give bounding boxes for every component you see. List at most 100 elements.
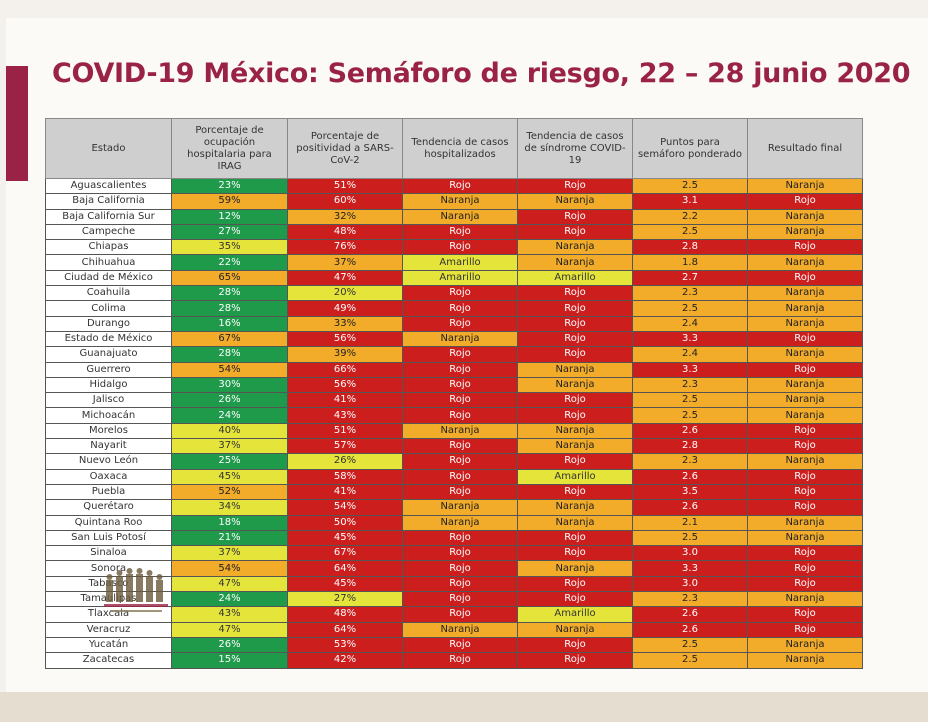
- table-row: Colima 28% 49% Rojo Rojo 2.5 Naranja: [45, 300, 863, 317]
- tendencia-sindrome-cell: Rojo: [517, 208, 633, 225]
- positividad-cell: 66%: [287, 361, 403, 378]
- table-row: Yucatán 26% 53% Rojo Rojo 2.5 Naranja: [45, 636, 863, 654]
- ocupacion-cell: 25%: [171, 453, 288, 470]
- header-resultado: Resultado final: [747, 118, 863, 179]
- ocupacion-cell: 27%: [171, 223, 288, 241]
- table-row: Campeche 27% 48% Rojo Rojo 2.5 Naranja: [45, 223, 863, 241]
- ocupacion-cell: 16%: [171, 315, 288, 332]
- tendencia-hospitalizados-cell: Rojo: [402, 177, 518, 195]
- tendencia-sindrome-cell: Rojo: [517, 545, 633, 562]
- government-logo-watermark: [104, 568, 168, 612]
- table-row: Morelos 40% 51% Naranja Naranja 2.6 Rojo: [45, 422, 863, 440]
- tendencia-sindrome-cell: Rojo: [517, 636, 633, 654]
- tendencia-sindrome-cell: Rojo: [517, 285, 633, 302]
- resultado-cell: Naranja: [747, 407, 863, 424]
- puntos-cell: 2.6: [632, 468, 748, 485]
- ocupacion-cell: 26%: [171, 636, 288, 654]
- estado-cell: Quintana Roo: [45, 514, 172, 531]
- puntos-cell: 2.5: [632, 407, 748, 424]
- ocupacion-cell: 34%: [171, 499, 288, 516]
- estado-cell: Ciudad de México: [45, 269, 172, 287]
- estado-cell: Colima: [45, 300, 172, 317]
- estado-cell: Puebla: [45, 483, 172, 501]
- ocupacion-cell: 37%: [171, 438, 288, 455]
- estado-cell: Nayarit: [45, 438, 172, 455]
- ocupacion-cell: 37%: [171, 545, 288, 562]
- tendencia-sindrome-cell: Rojo: [517, 330, 633, 348]
- resultado-cell: Rojo: [747, 483, 863, 501]
- header-estado: Estado: [45, 118, 172, 179]
- positividad-cell: 41%: [287, 392, 403, 409]
- ocupacion-cell: 35%: [171, 239, 288, 256]
- resultado-cell: Naranja: [747, 300, 863, 317]
- accent-bar: [6, 66, 28, 181]
- ocupacion-cell: 24%: [171, 591, 288, 608]
- tendencia-hospitalizados-cell: Rojo: [402, 392, 518, 409]
- tendencia-sindrome-cell: Rojo: [517, 575, 633, 593]
- positividad-cell: 45%: [287, 529, 403, 547]
- tendencia-hospitalizados-cell: Amarillo: [402, 269, 518, 287]
- tendencia-sindrome-cell: Naranja: [517, 193, 633, 210]
- table-row: Jalisco 26% 41% Rojo Rojo 2.5 Naranja: [45, 392, 863, 409]
- puntos-cell: 3.3: [632, 560, 748, 577]
- table-row: Querétaro 34% 54% Naranja Naranja 2.6 Rojo: [45, 499, 863, 516]
- tendencia-sindrome-cell: Rojo: [517, 300, 633, 317]
- tendencia-sindrome-cell: Rojo: [517, 591, 633, 608]
- ocupacion-cell: 67%: [171, 330, 288, 348]
- puntos-cell: 2.6: [632, 621, 748, 638]
- puntos-cell: 2.5: [632, 392, 748, 409]
- puntos-cell: 2.5: [632, 529, 748, 547]
- resultado-cell: Rojo: [747, 330, 863, 348]
- puntos-cell: 2.5: [632, 177, 748, 195]
- puntos-cell: 2.6: [632, 606, 748, 623]
- positividad-cell: 60%: [287, 193, 403, 210]
- puntos-cell: 2.2: [632, 208, 748, 225]
- positividad-cell: 47%: [287, 269, 403, 287]
- header-tendencia-hospitalizados: Tendencia de casos hospitalizados: [402, 118, 518, 179]
- resultado-cell: Rojo: [747, 560, 863, 577]
- positividad-cell: 42%: [287, 652, 403, 669]
- puntos-cell: 2.1: [632, 514, 748, 531]
- positividad-cell: 33%: [287, 315, 403, 332]
- ocupacion-cell: 21%: [171, 529, 288, 547]
- header-positividad: Porcentaje de positividad a SARS-CoV-2: [287, 118, 403, 179]
- ocupacion-cell: 28%: [171, 346, 288, 363]
- resultado-cell: Rojo: [747, 545, 863, 562]
- tendencia-hospitalizados-cell: Amarillo: [402, 254, 518, 271]
- ocupacion-cell: 28%: [171, 300, 288, 317]
- positividad-cell: 51%: [287, 422, 403, 440]
- tendencia-hospitalizados-cell: Rojo: [402, 315, 518, 332]
- estado-cell: Michoacán: [45, 407, 172, 424]
- tendencia-hospitalizados-cell: Rojo: [402, 300, 518, 317]
- positividad-cell: 53%: [287, 636, 403, 654]
- table-row: San Luis Potosí 21% 45% Rojo Rojo 2.5 Naranja: [45, 529, 863, 547]
- table-row: Aguascalientes 23% 51% Rojo Rojo 2.5 Naranja: [45, 177, 863, 195]
- positividad-cell: 64%: [287, 621, 403, 638]
- positividad-cell: 49%: [287, 300, 403, 317]
- header-puntos: Puntos para semáforo ponderado: [632, 118, 748, 179]
- table-row: Oaxaca 45% 58% Rojo Amarillo 2.6 Rojo: [45, 468, 863, 485]
- estado-cell: Durango: [45, 315, 172, 332]
- resultado-cell: Naranja: [747, 636, 863, 654]
- tendencia-hospitalizados-cell: Rojo: [402, 636, 518, 654]
- resultado-cell: Naranja: [747, 254, 863, 271]
- resultado-cell: Naranja: [747, 223, 863, 241]
- tendencia-hospitalizados-cell: Naranja: [402, 499, 518, 516]
- ocupacion-cell: 18%: [171, 514, 288, 531]
- estado-cell: Oaxaca: [45, 468, 172, 485]
- ocupacion-cell: 47%: [171, 621, 288, 638]
- resultado-cell: Rojo: [747, 621, 863, 638]
- header-tendencia-sindrome: Tendencia de casos de síndrome COVID-19: [517, 118, 633, 179]
- ocupacion-cell: 65%: [171, 269, 288, 287]
- estado-cell: Baja California Sur: [45, 208, 172, 225]
- estado-cell: Zacatecas: [45, 652, 172, 669]
- tendencia-hospitalizados-cell: Rojo: [402, 407, 518, 424]
- tendencia-sindrome-cell: Rojo: [517, 177, 633, 195]
- resultado-cell: Naranja: [747, 315, 863, 332]
- table-row: Coahuila 28% 20% Rojo Rojo 2.3 Naranja: [45, 285, 863, 302]
- tendencia-hospitalizados-cell: Rojo: [402, 606, 518, 623]
- resultado-cell: Naranja: [747, 177, 863, 195]
- table-row: Guanajuato 28% 39% Rojo Rojo 2.4 Naranja: [45, 346, 863, 363]
- tendencia-sindrome-cell: Naranja: [517, 438, 633, 455]
- ocupacion-cell: 22%: [171, 254, 288, 271]
